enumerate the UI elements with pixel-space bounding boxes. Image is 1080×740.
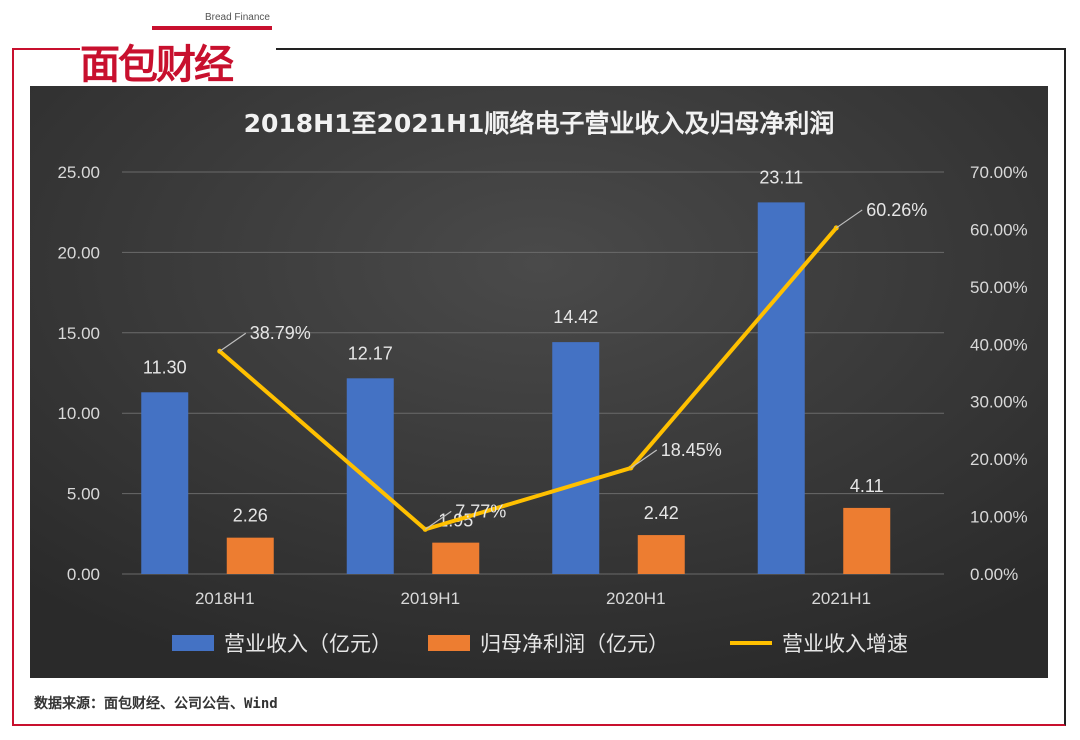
legend-label: 营业收入（亿元） — [224, 632, 392, 656]
chart-frame — [12, 48, 1066, 726]
revenue-bar — [141, 392, 189, 574]
y-left-tick-label: 10.00 — [57, 404, 100, 423]
y-right-tick-label: 50.00% — [970, 278, 1028, 297]
y-right-tick-label: 30.00% — [970, 393, 1028, 412]
y-left-tick-label: 15.00 — [57, 324, 100, 343]
frame-top-left — [12, 48, 80, 50]
growth-line — [218, 226, 838, 532]
y-right-tick-label: 10.00% — [970, 508, 1028, 527]
y-right-tick-label: 40.00% — [970, 335, 1028, 354]
y-right-tick-label: 0.00% — [970, 565, 1018, 584]
y-right-tick-label: 70.00% — [970, 163, 1028, 182]
brand-bar — [152, 26, 272, 30]
brand-name-en: Bread Finance — [204, 12, 270, 23]
frame-top-right — [276, 48, 1066, 50]
revenue-bar — [346, 378, 394, 574]
legend-label: 归母净利润（亿元） — [480, 632, 669, 656]
growth-leader-line — [630, 449, 658, 469]
legend-swatch-revenue — [172, 635, 214, 651]
x-tick-label: 2019H1 — [400, 589, 460, 608]
growth-data-label: 60.26% — [866, 200, 927, 220]
profit-bar — [432, 542, 480, 574]
y-left-tick-label: 25.00 — [57, 163, 100, 182]
source-note: 数据来源：面包财经、公司公告、Wind — [34, 696, 278, 712]
growth-leader-line — [424, 510, 452, 530]
revenue-data-label: 12.17 — [348, 343, 393, 363]
chart-background — [30, 86, 1048, 678]
legend-swatch-profit — [428, 635, 470, 651]
growth-data-label: 18.45% — [661, 440, 722, 460]
revenue-data-label: 11.30 — [143, 357, 187, 377]
y-left-tick-label: 5.00 — [67, 485, 100, 504]
profit-data-label: 4.11 — [850, 476, 884, 496]
revenue-bar — [552, 342, 600, 574]
x-tick-label: 2021H1 — [811, 589, 871, 608]
y-right-tick-label: 60.00% — [970, 220, 1028, 239]
profit-bar — [637, 535, 685, 574]
revenue-data-label: 23.11 — [759, 167, 803, 187]
growth-data-label: 38.79% — [250, 323, 311, 343]
profit-bar — [843, 507, 891, 574]
legend-label: 营业收入增速 — [782, 632, 908, 656]
profit-bar — [226, 537, 274, 574]
profit-data-label: 2.42 — [644, 503, 679, 523]
revenue-bar — [757, 202, 805, 574]
brand-logo: Bread Finance 面包财经 — [80, 10, 276, 88]
chart-title: 2018H1至2021H1顺络电子营业收入及归母净利润 — [244, 109, 835, 138]
growth-leader-line — [835, 209, 863, 229]
growth-data-label: 7.77% — [455, 501, 506, 521]
x-tick-label: 2020H1 — [606, 589, 666, 608]
y-right-tick-label: 20.00% — [970, 450, 1028, 469]
profit-data-label: 2.26 — [233, 506, 268, 526]
x-tick-label: 2018H1 — [195, 589, 255, 608]
chart-area: 2018H1至2021H1顺络电子营业收入及归母净利润 0.00 5.00 10.00… — [30, 86, 1048, 678]
y-left-tick-label: 0.00 — [67, 565, 100, 584]
y-left-tick-label: 20.00 — [57, 243, 100, 262]
chart-svg: 2018H1至2021H1顺络电子营业收入及归母净利润 0.00 5.00 10.00… — [30, 86, 1048, 678]
revenue-data-label: 14.42 — [553, 307, 598, 327]
growth-leader-line — [219, 332, 247, 352]
brand-name-cn: 面包财经 — [80, 42, 234, 88]
